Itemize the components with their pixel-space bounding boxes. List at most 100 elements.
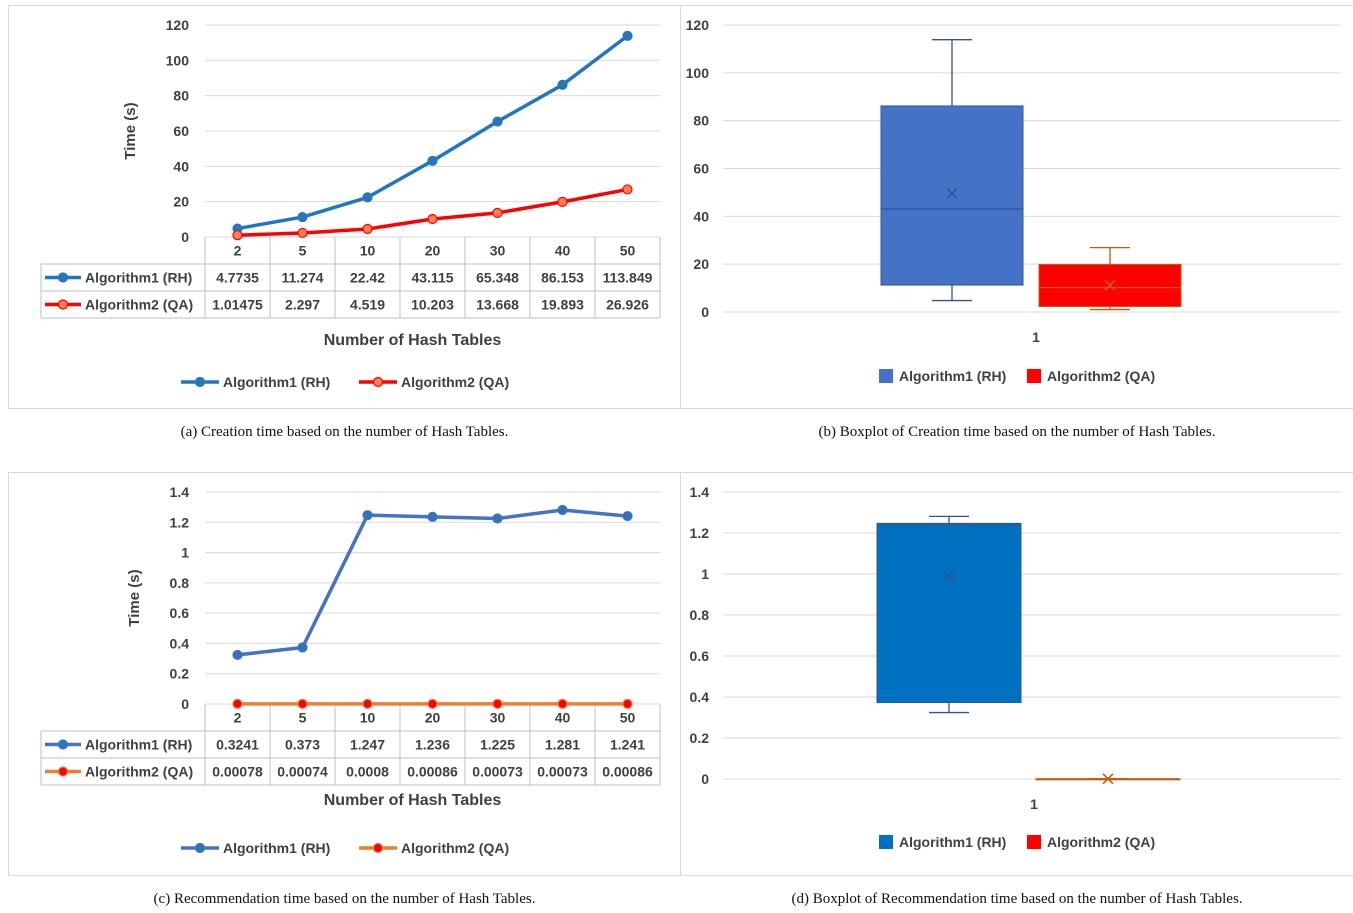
legend-label: Algorithm2 (QA): [401, 840, 509, 856]
x-tick-label: 1: [1030, 796, 1038, 812]
legend-swatch: [1027, 835, 1041, 849]
data-point: [297, 642, 308, 653]
data-point: [557, 196, 568, 207]
table-legend-marker: [57, 272, 69, 283]
x-tick-label: 10: [360, 710, 376, 726]
boxplot-chart-d: 0 0.2 0.4 0.6 0.8 1 1.2 1.4 1 Algorithm1 (RH) Algo…: [690, 484, 1341, 850]
table-cell-value: 0.00074: [277, 764, 328, 780]
y-tick-label: 100: [166, 52, 190, 68]
data-point: [622, 184, 633, 195]
table-legend-marker: [57, 766, 69, 777]
table-legend-marker: [57, 299, 69, 310]
table-cell-value: 11.274: [281, 270, 323, 286]
data-point: [362, 223, 373, 235]
boxplot-chart-b: 0 20 40 60 80 100 120 1 Algorithm1 (RH) Algorithm…: [686, 17, 1341, 384]
x-tick-label: 30: [490, 710, 506, 726]
table-cell-value: 0.00073: [537, 764, 588, 780]
caption-b: (b) Boxplot of Creation time based on th…: [818, 424, 1216, 440]
y-tick-label: 0.2: [690, 730, 710, 746]
data-point: [297, 227, 308, 239]
legend-marker: [372, 842, 384, 854]
y-tick-label: 120: [166, 17, 190, 33]
y-tick-label: 0.4: [170, 635, 190, 651]
x-axis-title: Number of Hash Tables: [324, 332, 502, 349]
table-cell-value: 0.0008: [346, 764, 389, 780]
y-tick-label: 1: [701, 566, 709, 582]
data-point: [622, 30, 633, 41]
legend-marker: [194, 376, 206, 388]
box: [876, 522, 1022, 704]
table-cell-value: 0.00086: [602, 764, 653, 780]
x-tick-label: 50: [620, 243, 636, 259]
y-tick-label: 60: [693, 161, 709, 177]
y-tick-label: 0: [701, 771, 709, 787]
y-tick-label: 40: [693, 208, 709, 224]
chart-panel-d: 0 0.2 0.4 0.6 0.8 1 1.2 1.4 1 Algorithm1 (RH) Algo…: [680, 472, 1353, 876]
table-cell-value: 1.225: [480, 737, 515, 753]
y-tick-label: 80: [173, 88, 189, 104]
table-cell-value: 26.926: [606, 297, 649, 313]
x-tick-label: 40: [555, 710, 571, 726]
data-point: [427, 511, 438, 522]
y-tick-label: 80: [693, 113, 709, 129]
legend-marker: [194, 842, 206, 854]
series-line: [237, 187, 628, 237]
data-point: [622, 510, 633, 522]
y-tick-label: 1.4: [690, 484, 710, 500]
data-point: [297, 211, 308, 223]
legend-swatch: [879, 369, 893, 383]
chart-panel-c: 0 0.2 0.4 0.6 0.8 1 1.2 1.4 Time (s) 2 5 10 20 30 40 50…: [8, 472, 681, 876]
data-point: [492, 116, 503, 127]
data-point: [427, 155, 438, 166]
x-tick-label: 5: [299, 243, 307, 259]
table-cell-value: 43.115: [411, 270, 453, 286]
x-axis-title: Number of Hash Tables: [324, 792, 502, 809]
y-tick-label: 120: [686, 17, 710, 33]
mean-marker: [1104, 279, 1116, 291]
data-point: [427, 698, 438, 709]
y-tick-label: 0.6: [690, 648, 710, 664]
y-axis-title: Time (s): [122, 102, 139, 159]
x-tick-label: 20: [425, 710, 441, 726]
x-tick-label: 2: [234, 710, 242, 726]
y-tick-label: 1.4: [170, 484, 190, 500]
data-point: [492, 698, 503, 709]
y-tick-label: 100: [686, 65, 710, 81]
legend-marker: [372, 376, 384, 388]
table-cell-value: 4.519: [350, 297, 385, 313]
mean-marker: [943, 570, 955, 582]
data-point: [362, 510, 373, 521]
table-cell-value: 1.247: [350, 737, 385, 753]
x-tick-label: 2: [234, 243, 242, 259]
y-tick-label: 0: [701, 304, 709, 320]
table-cell-value: 1.236: [415, 737, 450, 753]
data-point: [362, 192, 373, 203]
box: [880, 105, 1024, 286]
legend-swatch: [879, 835, 893, 849]
table-cell-value: 86.153: [541, 270, 584, 286]
chart-panel-a: 0 20 40 60 80 100 120 Time (s) 2 5 10 20 30 40 50 Algor…: [8, 5, 681, 409]
table-cell-value: 1.01475: [212, 297, 263, 313]
table-cell-value: 0.00086: [407, 764, 458, 780]
table-cell-value: 0.00073: [472, 764, 523, 780]
table-cell-value: 1.281: [545, 737, 580, 753]
table-cell-value: 19.893: [541, 297, 584, 313]
mean-marker: [946, 187, 958, 200]
legend-swatch: [1027, 369, 1041, 383]
data-point: [362, 698, 373, 709]
y-tick-label: 0.2: [170, 666, 190, 682]
data-point: [232, 698, 243, 709]
table-cell-value: 22.42: [350, 270, 385, 286]
line-chart-a: 0 20 40 60 80 100 120 Time (s) 2 5 10 20 30 40 50 Algor…: [40, 17, 661, 390]
table-cell-value: 0.373: [285, 737, 320, 753]
x-tick-label: 1: [1032, 329, 1040, 345]
legend-label: Algorithm2 (QA): [1047, 834, 1155, 850]
data-point: [297, 698, 308, 709]
legend-label: Algorithm2 (QA): [1047, 368, 1155, 384]
y-tick-label: 0.4: [690, 689, 710, 705]
x-tick-label: 30: [490, 243, 506, 259]
y-tick-label: 60: [173, 123, 189, 139]
y-tick-label: 0.8: [170, 575, 190, 591]
line-chart-c: 0 0.2 0.4 0.6 0.8 1 1.2 1.4 Time (s) 2 5 10 20 30 40 50…: [40, 484, 661, 856]
caption-a: (a) Creation time based on the number of…: [180, 424, 509, 440]
